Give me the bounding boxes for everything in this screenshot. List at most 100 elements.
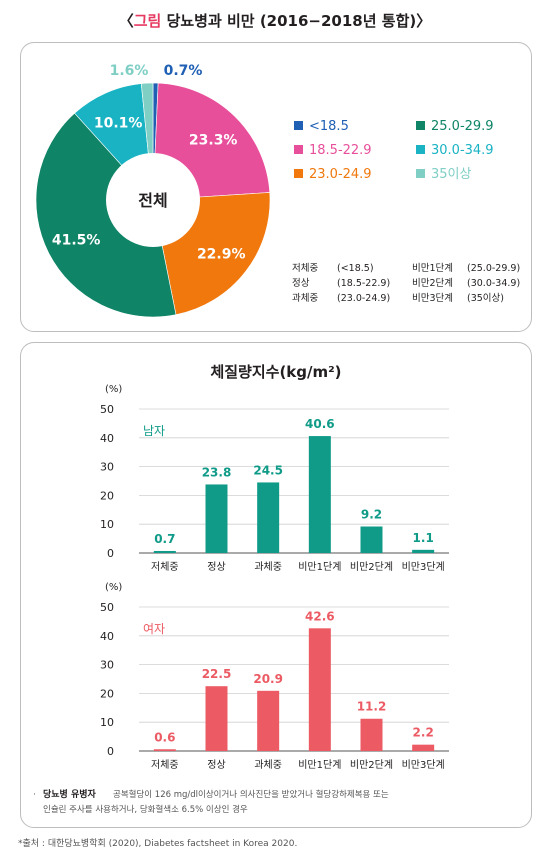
legend-swatch-1-2 [416, 169, 425, 178]
male-chart-category-label-4: 비만2단계 [350, 561, 393, 573]
legend-label-1-0: 25.0-29.9 [431, 119, 494, 134]
donut-slice-3 [35, 112, 177, 318]
female-chart-category-label-1: 정상 [207, 759, 225, 771]
female-chart-value-label-3: 42.6 [305, 609, 335, 623]
male-chart-ytick-1: 10 [100, 518, 114, 531]
note-label-4: 비만2단계 [412, 277, 453, 289]
legend-label-0-0: <18.5 [309, 119, 349, 134]
male-chart-bar-5 [412, 549, 435, 553]
male-chart-category-label-0: 저체중 [151, 561, 179, 573]
female-chart-category-label-0: 저체중 [151, 759, 179, 771]
male-chart-category-label-3: 비만1단계 [298, 561, 341, 573]
male-chart-category-label-1: 정상 [207, 561, 225, 573]
note-range-1: (18.5-22.9) [337, 278, 390, 289]
female-chart-bar-2 [257, 690, 280, 751]
male-chart-bar-4 [360, 526, 383, 553]
male-chart-value-label-1: 23.8 [202, 465, 232, 479]
female-chart-category-label-3: 비만1단계 [298, 759, 341, 771]
donut-slice-label-3: 41.5% [52, 233, 101, 249]
footnote: · 당뇨병 유병자 공복혈당이 126 mg/dl이상이거나 의사진단을 받았거… [33, 788, 389, 815]
footnote-line2: 인슐린 주사를 사용하거나, 당화혈색소 6.5% 이상인 경우 [43, 804, 248, 815]
male-chart-ytick-0: 0 [107, 547, 114, 560]
male-chart-category-label-5: 비만3단계 [402, 561, 445, 573]
female-chart-category-label-5: 비만3단계 [402, 759, 445, 771]
legend-label-1-1: 30.0-34.9 [431, 143, 494, 158]
male-chart-bar-2 [257, 482, 280, 553]
female-chart-category-label-4: 비만2단계 [350, 759, 393, 771]
male-chart-ytick-5: 50 [100, 403, 114, 416]
female-chart-bar-0 [153, 749, 176, 751]
male-chart-value-label-4: 9.2 [361, 508, 382, 522]
legend-label-1-2: 35이상 [431, 167, 472, 182]
male-bar-chart: (%) 0 10 20 30 40 50 남자 0.7 저체중 23.8 정상 24.5 과체중 40.6 비… [100, 384, 449, 573]
female-chart-bar-5 [412, 744, 435, 751]
male-chart-ytick-3: 30 [100, 461, 114, 474]
donut-slice-label-5: 1.6% [110, 63, 149, 79]
female-chart-value-label-2: 20.9 [253, 672, 283, 686]
female-chart-bar-1 [205, 686, 228, 751]
legend-swatch-1-1 [416, 145, 425, 154]
source-note: *출처 : 대한당뇨병학회 (2020), Diabetes factsheet… [18, 839, 298, 849]
male-chart-value-label-0: 0.7 [154, 532, 175, 546]
note-label-5: 비만3단계 [412, 292, 453, 304]
note-range-0: (<18.5) [337, 263, 374, 274]
donut-slice-label-1: 23.3% [189, 133, 238, 149]
note-range-2: (23.0-24.9) [337, 293, 390, 304]
male-chart-bar-0 [153, 550, 176, 553]
female-chart-value-label-5: 2.2 [413, 726, 434, 740]
legend-label-0-2: 23.0-24.9 [309, 167, 372, 182]
legend-swatch-1-0 [416, 121, 425, 130]
note-label-3: 비만1단계 [412, 262, 453, 274]
legend-swatch-0-2 [294, 169, 303, 178]
donut-slice-label-4: 10.1% [94, 115, 143, 131]
female-chart-y-unit: (%) [105, 582, 122, 593]
note-label-2: 과체중 [292, 293, 318, 304]
male-chart-bar-1 [205, 484, 228, 553]
female-chart-bar-4 [360, 718, 383, 751]
female-chart-value-label-1: 22.5 [202, 667, 232, 681]
note-range-4: (30.0-34.9) [467, 278, 520, 289]
male-chart-ytick-4: 40 [100, 432, 114, 445]
female-chart-category-label-2: 과체중 [254, 759, 282, 771]
female-chart-ytick-5: 50 [100, 601, 114, 614]
donut-hole [106, 153, 200, 247]
female-chart-bar-3 [308, 628, 331, 751]
note-range-5: (35이상) [467, 293, 504, 304]
female-chart-ytick-4: 40 [100, 630, 114, 643]
female-chart-value-label-0: 0.6 [154, 730, 175, 744]
male-chart-value-label-5: 1.1 [413, 531, 434, 545]
female-chart-ytick-3: 30 [100, 659, 114, 672]
male-chart-series-name: 남자 [143, 424, 165, 438]
male-chart-y-unit: (%) [105, 384, 122, 395]
male-chart-bar-3 [308, 436, 331, 553]
bar-chart-title: 체질량지수(kg/m²) [210, 363, 341, 381]
footnote-term: 당뇨병 유병자 [43, 788, 97, 800]
male-chart-value-label-2: 24.5 [253, 463, 283, 477]
donut-slice-label-0: 0.7% [164, 63, 203, 79]
footnote-bullet: · [33, 790, 36, 800]
footnote-line1: 공복혈당이 126 mg/dl이상이거나 의사진단을 받았거나 혈당강하제복용 … [113, 789, 389, 800]
note-range-3: (25.0-29.9) [467, 263, 520, 274]
note-label-1: 정상 [292, 278, 310, 289]
male-chart-category-label-2: 과체중 [254, 561, 282, 573]
figure-title: 〈그림 당뇨병과 비만 (2016−2018년 통합)〉 [118, 12, 432, 30]
female-chart-ytick-2: 20 [100, 687, 114, 700]
note-label-0: 저체중 [292, 263, 318, 274]
male-chart-value-label-3: 40.6 [305, 417, 335, 431]
female-chart-ytick-1: 10 [100, 716, 114, 729]
figure-title-accent: 그림 [133, 12, 162, 30]
legend-swatch-0-1 [294, 145, 303, 154]
donut-panel: 전체 0.7% 23.3% 22.9% 41.5% 10.1% 1.6% <18.5 18.… [20, 42, 532, 332]
legend-label-0-1: 18.5-22.9 [309, 143, 372, 158]
donut-slice-label-2: 22.9% [197, 246, 246, 262]
donut-center-label: 전체 [138, 191, 167, 210]
female-chart-value-label-4: 11.2 [357, 700, 387, 714]
donut-chart: 전체 0.7% 23.3% 22.9% 41.5% 10.1% 1.6% <18.5 18.… [35, 63, 520, 318]
bar-panel: 체질량지수(kg/m²) (%) 0 10 20 30 40 50 남자 0.7 저체중 23.8 정… [20, 342, 532, 828]
legend-swatch-0-0 [294, 121, 303, 130]
bmi-bar-charts: 체질량지수(kg/m²) (%) 0 10 20 30 40 50 남자 0.7 저체중 23.8 정… [33, 363, 449, 815]
male-chart-ytick-2: 20 [100, 489, 114, 502]
female-bar-chart: (%) 0 10 20 30 40 50 여자 0.6 저체중 22.5 정상 20.9 과체중 42.6 비… [100, 582, 449, 771]
female-chart-ytick-0: 0 [107, 745, 114, 758]
female-chart-series-name: 여자 [143, 622, 165, 636]
